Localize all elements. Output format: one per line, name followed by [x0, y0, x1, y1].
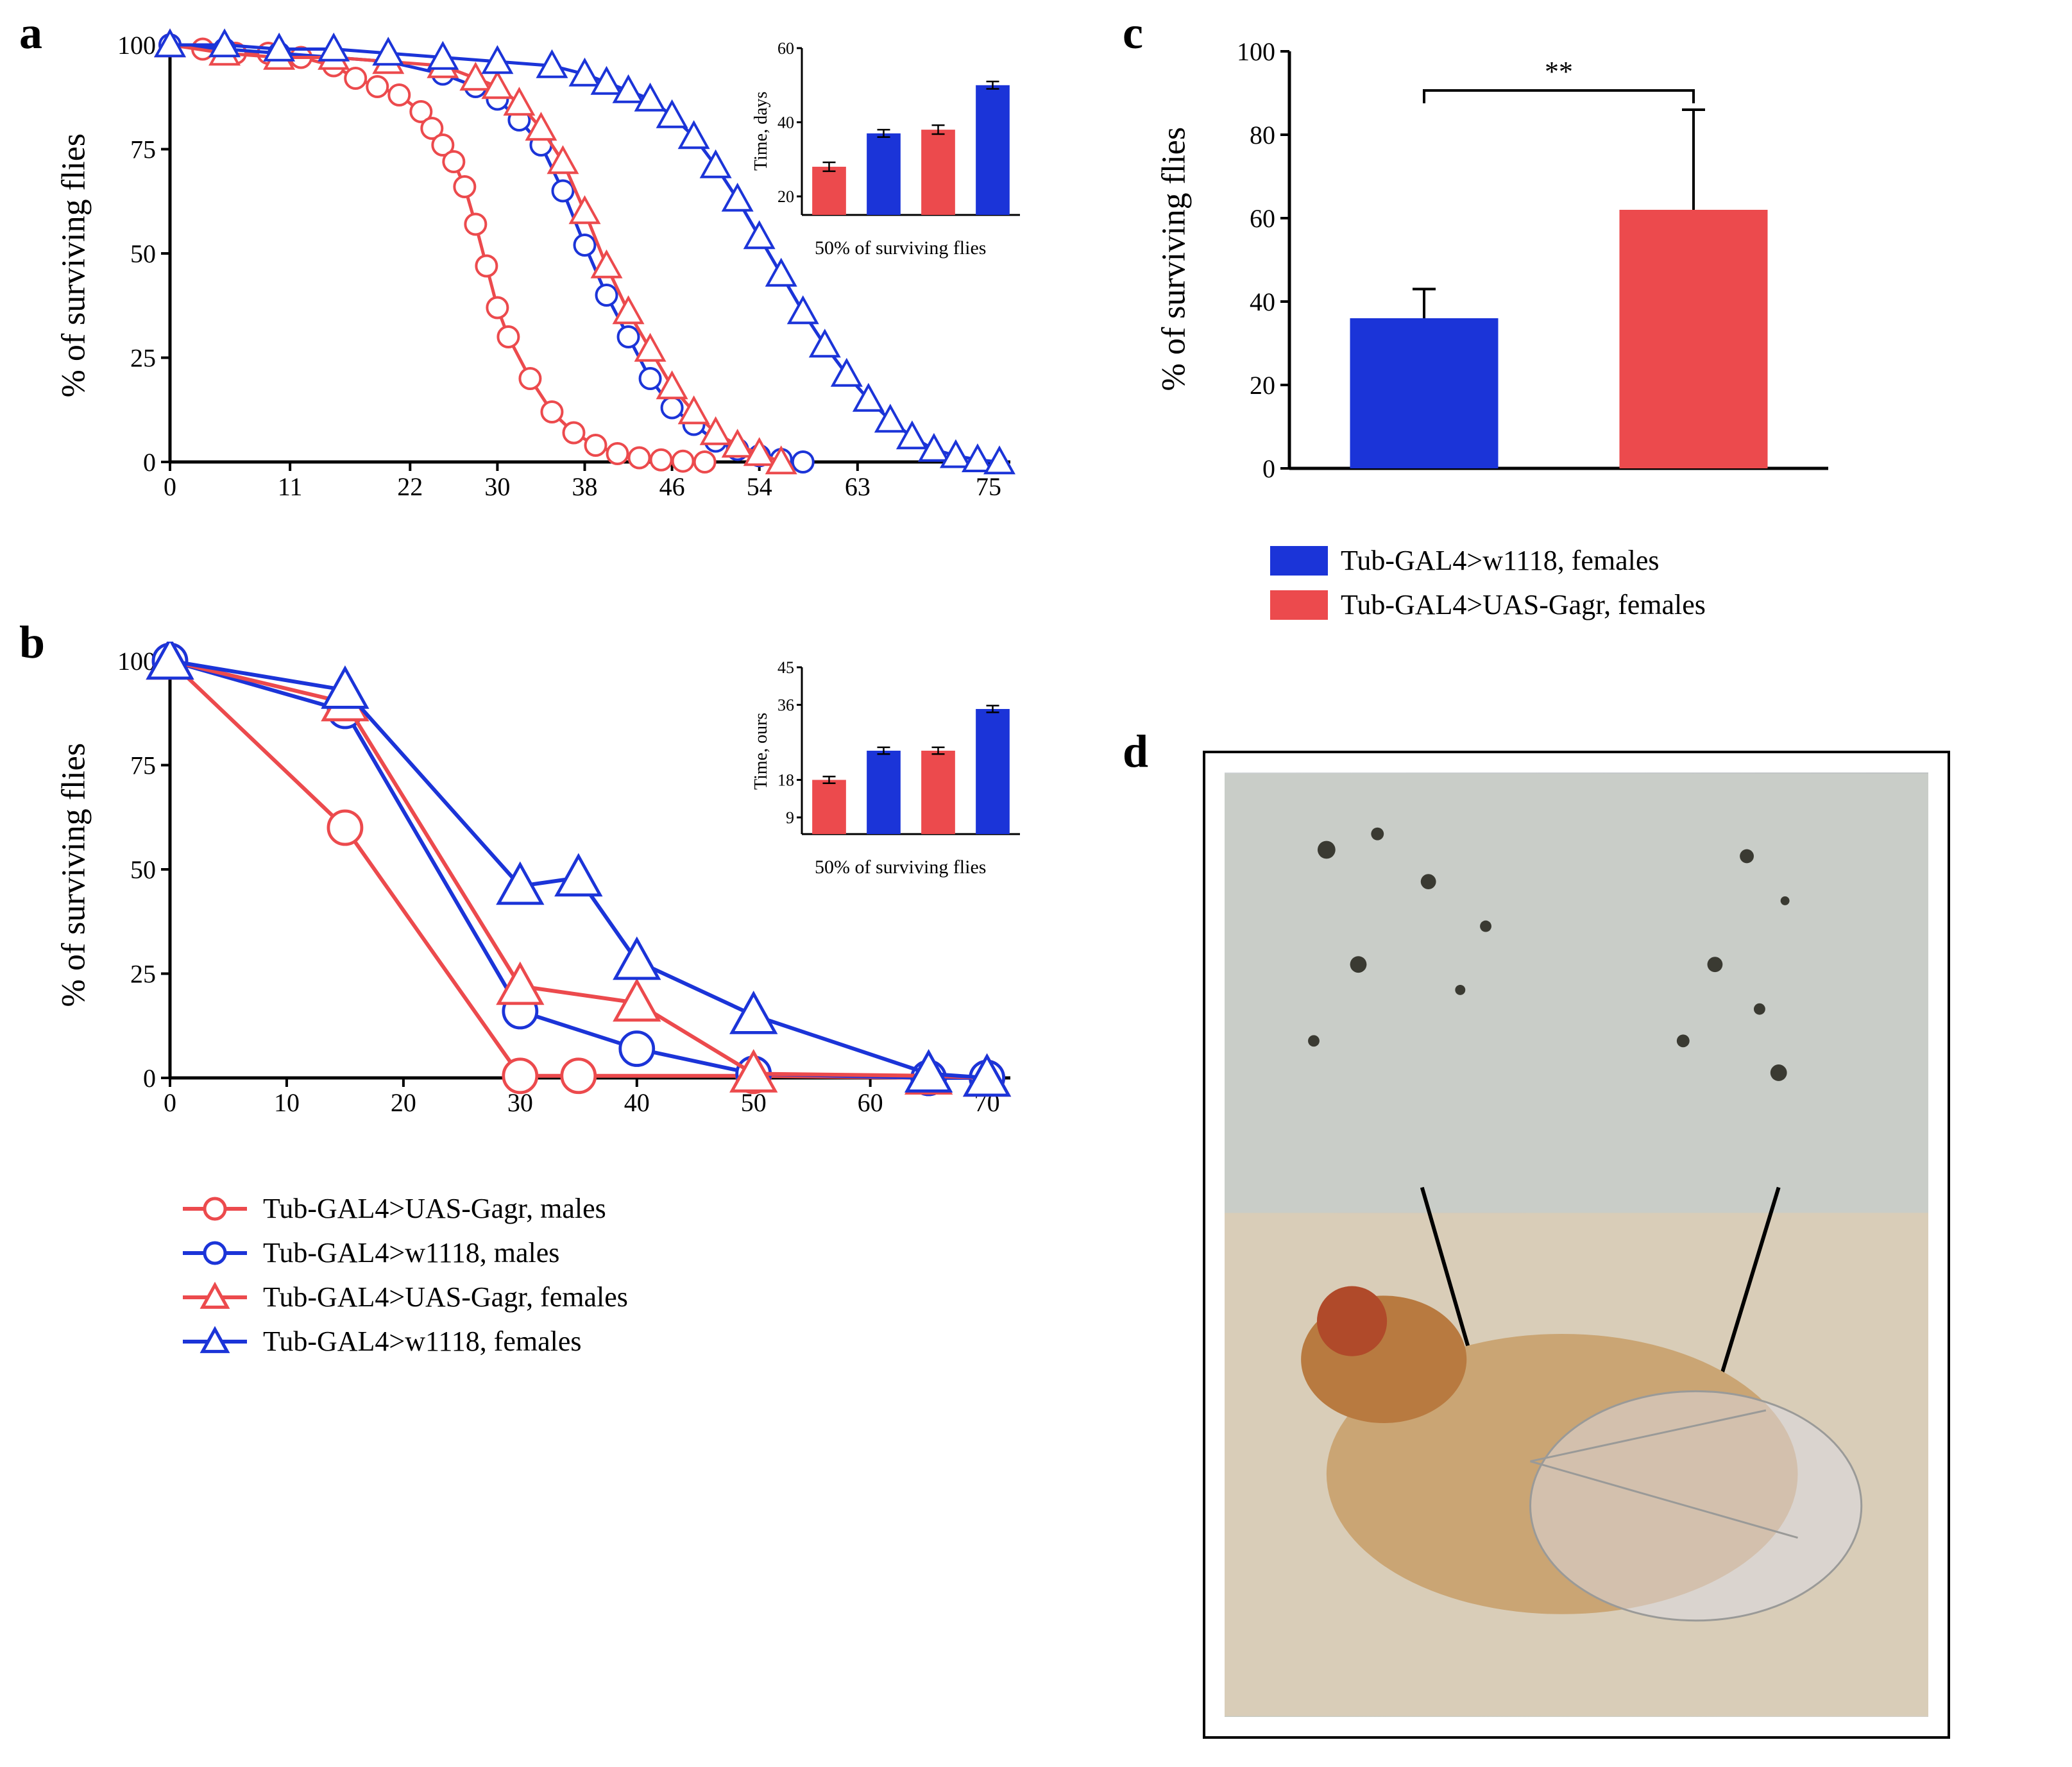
svg-text:11: 11 [278, 472, 303, 501]
legend-row: Tub-GAL4>w1118, females [180, 1325, 628, 1358]
svg-text:20: 20 [1250, 371, 1275, 400]
panel-label-d: d [1123, 725, 1148, 778]
panel-label-a: a [19, 6, 42, 60]
svg-text:**: ** [1545, 56, 1573, 87]
legend-row: Tub-GAL4>UAS-Gagr, females [1270, 588, 1706, 621]
svg-text:80: 80 [1250, 121, 1275, 149]
svg-text:0: 0 [143, 448, 156, 477]
svg-text:54: 54 [747, 472, 772, 501]
svg-text:22: 22 [397, 472, 423, 501]
svg-text:100: 100 [117, 647, 156, 676]
svg-text:40: 40 [777, 114, 794, 132]
legend-label: Tub-GAL4>w1118, females [1341, 544, 1660, 577]
legend-label: Tub-GAL4>UAS-Gagr, females [1341, 588, 1706, 621]
legend-marker [180, 1326, 250, 1358]
svg-text:75: 75 [130, 135, 156, 164]
legend-label: Tub-GAL4>w1118, males [263, 1236, 559, 1269]
panel-b-inset-ylabel: Time, ours [751, 687, 772, 790]
svg-text:0: 0 [164, 1088, 176, 1117]
legend-label: Tub-GAL4>w1118, females [263, 1325, 582, 1358]
svg-text:60: 60 [1250, 204, 1275, 233]
svg-text:40: 40 [1250, 287, 1275, 316]
legend-row: Tub-GAL4>UAS-Gagr, males [180, 1192, 628, 1225]
panel-b-inset-chart: 9 18 36 45 [757, 654, 1033, 853]
panel-d-photo [1225, 773, 1928, 1717]
svg-text:100: 100 [117, 31, 156, 60]
svg-text:20: 20 [777, 187, 794, 206]
legend-row: Tub-GAL4>w1118, males [180, 1236, 628, 1269]
svg-text:30: 30 [484, 472, 510, 501]
svg-text:60: 60 [858, 1088, 883, 1117]
legend-row: Tub-GAL4>UAS-Gagr, females [180, 1281, 628, 1313]
svg-text:25: 25 [130, 960, 156, 989]
svg-text:63: 63 [845, 472, 870, 501]
panel-a-inset-caption: 50% of surviving flies [815, 237, 986, 259]
panel-c-chart: 0 20 40 60 80 100 ** [1219, 32, 1892, 500]
panel-c-ylabel: % of surviving flies [1155, 122, 1193, 391]
svg-text:50: 50 [130, 855, 156, 884]
svg-text:0: 0 [1262, 454, 1275, 483]
svg-text:60: 60 [777, 39, 794, 58]
panel-c-legend: Tub-GAL4>w1118, females Tub-GAL4>UAS-Gagr… [1270, 533, 1706, 633]
legend-row: Tub-GAL4>w1118, females [1270, 544, 1706, 577]
svg-text:20: 20 [391, 1088, 416, 1117]
svg-text:10: 10 [274, 1088, 300, 1117]
legend-marker [180, 1193, 250, 1225]
svg-text:38: 38 [572, 472, 597, 501]
panel-b-ylabel: % of surviving flies [55, 738, 93, 1007]
panel-a-inset-chart: 20 40 60 [757, 35, 1033, 234]
legend-label: Tub-GAL4>UAS-Gagr, females [263, 1281, 628, 1313]
svg-text:75: 75 [976, 472, 1001, 501]
legend-swatch [1270, 590, 1328, 620]
panel-label-b: b [19, 616, 45, 669]
panel-b-inset-caption: 50% of surviving flies [815, 857, 986, 878]
panel-a-inset-ylabel: Time, days [751, 68, 772, 171]
panel-d-photo-frame [1203, 751, 1950, 1739]
legend-marker [180, 1281, 250, 1313]
svg-text:9: 9 [786, 808, 794, 827]
svg-text:46: 46 [659, 472, 685, 501]
panel-label-c: c [1123, 6, 1143, 60]
panel-d-photo-svg [1225, 773, 1928, 1717]
svg-text:40: 40 [624, 1088, 650, 1117]
panel-a-ylabel: % of surviving flies [55, 128, 93, 398]
svg-text:0: 0 [143, 1064, 156, 1093]
svg-text:50: 50 [130, 239, 156, 268]
svg-text:75: 75 [130, 751, 156, 780]
svg-text:0: 0 [164, 472, 176, 501]
legend-marker [180, 1237, 250, 1269]
svg-text:100: 100 [1237, 37, 1275, 66]
svg-text:25: 25 [130, 344, 156, 373]
svg-text:18: 18 [777, 771, 794, 790]
legend-swatch [1270, 546, 1328, 576]
legend-label: Tub-GAL4>UAS-Gagr, males [263, 1192, 606, 1225]
svg-text:45: 45 [777, 658, 794, 677]
svg-text:36: 36 [777, 696, 794, 715]
series-legend: Tub-GAL4>UAS-Gagr, males Tub-GAL4>w1118, … [180, 1181, 628, 1369]
